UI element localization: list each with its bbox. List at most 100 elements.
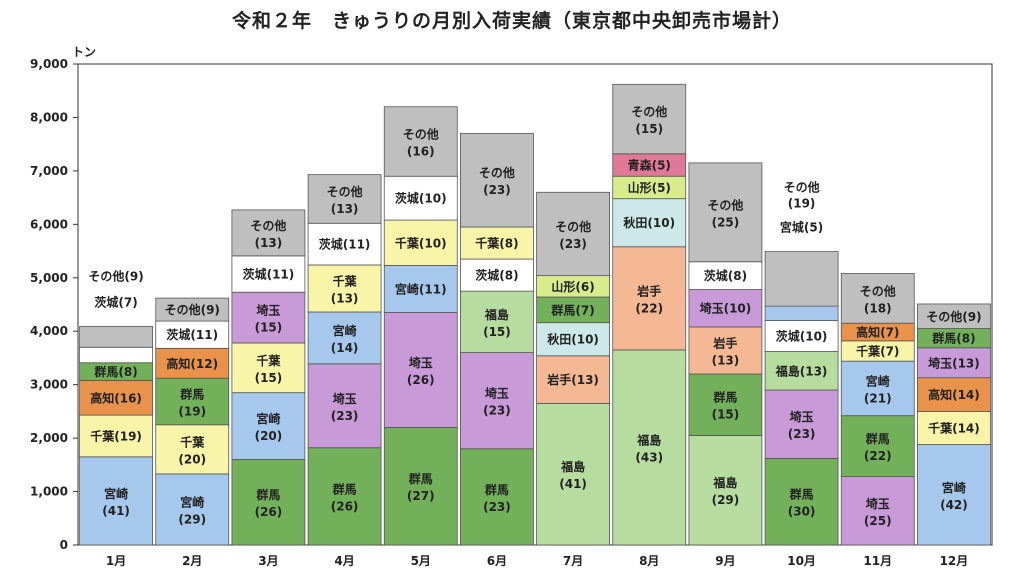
segment-share: (15) xyxy=(255,371,283,385)
segment-label: その他(9) xyxy=(165,302,220,317)
chart-title: 令和２年 きゅうりの月別入荷実績（東京都中央卸売市場計） xyxy=(231,10,792,32)
segment-label: 福島 xyxy=(712,475,737,490)
bar-segment xyxy=(536,402,610,546)
bar-segment xyxy=(917,303,991,329)
segment-label: その他 xyxy=(479,165,515,180)
x-tick-label: 8月 xyxy=(639,554,659,568)
segment-label: 福島 xyxy=(484,307,509,322)
bar-segment xyxy=(688,162,763,263)
segment-label: 高知(7) xyxy=(856,325,899,340)
bar-segment xyxy=(383,427,458,546)
segment-label: 千葉(8) xyxy=(475,236,518,251)
bar-segment xyxy=(79,414,153,458)
segment-label: 岩手(13) xyxy=(546,372,599,387)
segment-share: (29) xyxy=(712,493,740,507)
y-tick-label: 3,000 xyxy=(30,378,68,392)
segment-share: (21) xyxy=(864,391,892,405)
bar-segment xyxy=(307,264,382,313)
segment-label: 茨城(10) xyxy=(395,191,447,206)
segment-label: 千葉 xyxy=(333,273,358,288)
segment-label: 千葉 xyxy=(256,353,281,368)
segment-share: (18) xyxy=(864,301,892,315)
segment-share: (15) xyxy=(712,408,740,422)
segment-extra-label: 宮城(5) xyxy=(780,220,823,235)
segment-share: (14) xyxy=(331,341,359,355)
segment-share: (29) xyxy=(178,512,206,526)
bar-segment xyxy=(383,312,458,428)
segment-share: (15) xyxy=(483,325,511,339)
y-tick-label: 1,000 xyxy=(30,485,68,499)
bar-segment xyxy=(917,410,991,445)
x-tick-label: 2月 xyxy=(182,554,202,568)
y-tick-label: 7,000 xyxy=(30,164,68,178)
segment-label: 高知(16) xyxy=(90,390,142,405)
segment-share: (25) xyxy=(864,514,892,528)
bar-segment xyxy=(79,379,153,416)
bar-segment xyxy=(383,219,458,266)
segment-label: 茨城(11) xyxy=(319,237,371,252)
segment-label: その他 xyxy=(707,197,743,212)
segment-label: その他 xyxy=(403,126,439,141)
segment-label: その他(9) xyxy=(88,268,143,283)
segment-share: (13) xyxy=(712,353,740,367)
bar-segment xyxy=(612,198,687,248)
segment-label: 岩手 xyxy=(712,335,737,350)
segment-label: その他 xyxy=(631,104,667,119)
bar-segment xyxy=(688,435,763,546)
bar-segment xyxy=(612,349,687,546)
y-tick-label: 4,000 xyxy=(30,324,68,338)
bar-segment xyxy=(536,296,610,324)
x-tick-label: 11月 xyxy=(863,554,892,568)
segment-label: 群馬 xyxy=(712,390,737,405)
y-tick-label: 0 xyxy=(60,538,68,552)
segment-share: (13) xyxy=(331,202,359,216)
segment-share: (15) xyxy=(255,321,283,335)
segment-label: 埼玉(10) xyxy=(700,301,752,316)
segment-label: 千葉(14) xyxy=(928,420,980,435)
plot-frame xyxy=(77,63,993,546)
segment-label: 宮崎 xyxy=(180,494,204,509)
segment-label: 群馬 xyxy=(865,431,890,446)
segment-labels: 宮崎(41)千葉(19)高知(16)群馬(8)茨城(7)その他(9)宮崎(29)… xyxy=(88,104,981,528)
x-tick-label: 7月 xyxy=(563,554,583,568)
segment-label: その他 xyxy=(860,283,896,298)
segment-label: 埼玉(13) xyxy=(928,355,980,370)
bar-segment xyxy=(231,459,306,546)
bar-segment xyxy=(840,476,915,546)
segment-label: 千葉(10) xyxy=(395,235,447,250)
segment-label: 茨城(7) xyxy=(94,294,137,309)
bar-segment xyxy=(231,392,306,460)
segment-label: その他 xyxy=(327,184,363,199)
bar-segment xyxy=(764,251,839,307)
segment-share: (19) xyxy=(178,405,206,419)
segment-share: (23) xyxy=(483,183,511,197)
segment-label: 群馬 xyxy=(332,481,357,496)
segment-label: 茨城(11) xyxy=(243,267,295,282)
bar-segment xyxy=(764,458,839,546)
segment-share: (20) xyxy=(178,452,206,466)
bar-segment xyxy=(460,448,534,546)
segment-share: (22) xyxy=(864,449,892,463)
bar-segment xyxy=(688,373,763,436)
segment-label: 福島(13) xyxy=(775,363,828,378)
segment-share: (13) xyxy=(331,291,359,305)
segment-share: (15) xyxy=(635,122,663,136)
bar-segment xyxy=(307,222,382,266)
segment-share: (23) xyxy=(788,427,816,441)
bar-segment xyxy=(231,342,306,394)
bar-segment xyxy=(231,209,306,257)
segment-label: 山形(6) xyxy=(551,279,594,294)
y-axis-unit: トン xyxy=(72,45,96,59)
segment-label: 宮崎 xyxy=(256,411,280,426)
segment-share: (23) xyxy=(331,409,359,423)
bar-segment xyxy=(155,320,230,349)
x-tick-label: 3月 xyxy=(258,554,278,568)
bar-segment xyxy=(764,305,839,321)
segment-label: その他 xyxy=(784,180,820,195)
axes: 0 1,000 2,000 3,000 4,000 5,000 6,000 7,000 8,00… xyxy=(30,45,993,568)
segment-share: (43) xyxy=(635,450,663,464)
bar-segment xyxy=(536,355,610,404)
segment-label: 高知(12) xyxy=(166,356,218,371)
segment-label: 岩手 xyxy=(636,283,661,298)
bar-segment xyxy=(155,377,230,426)
